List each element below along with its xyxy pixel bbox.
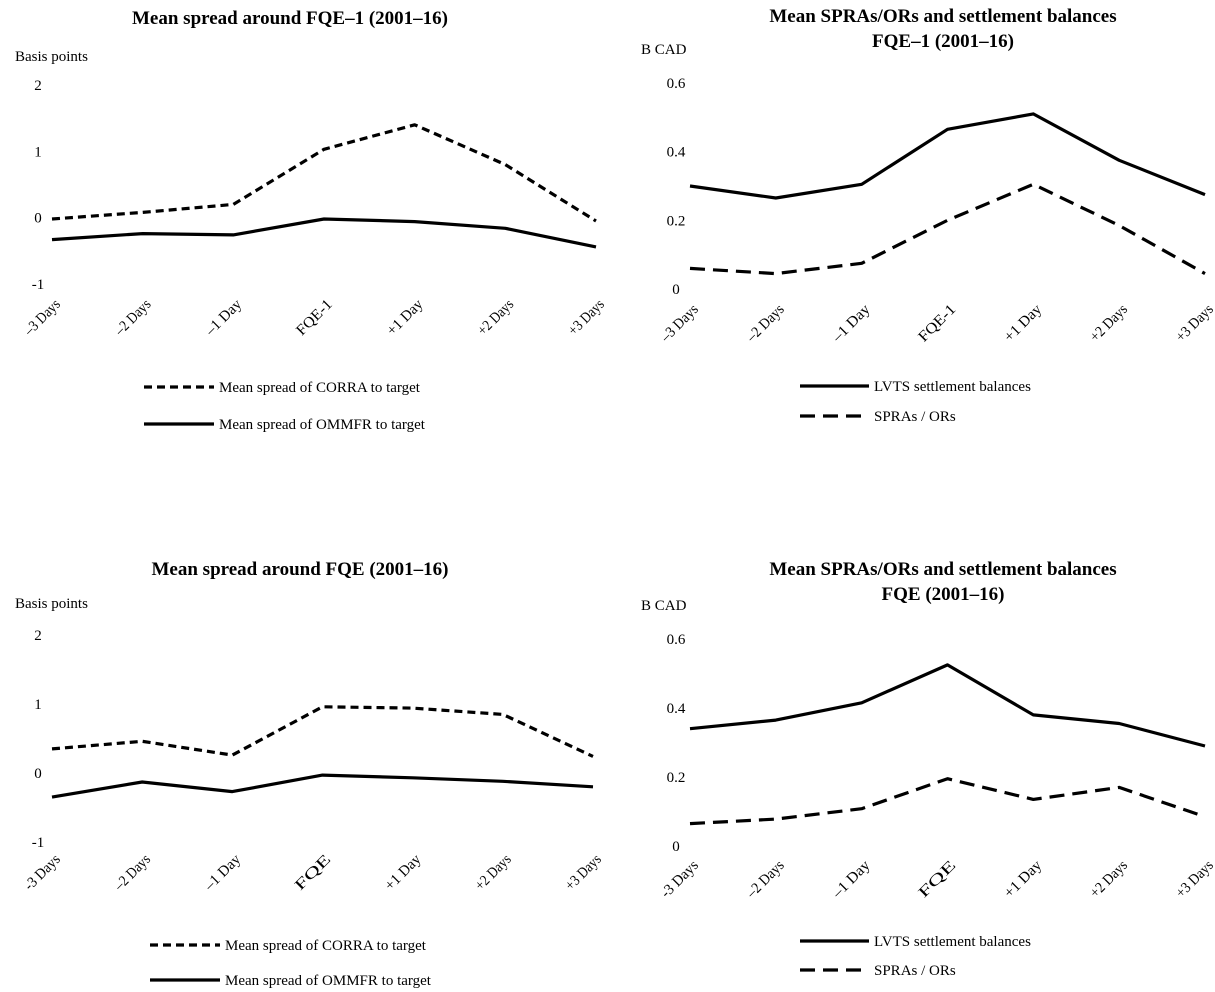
legend-label-1: Mean spread of CORRA to target [219,380,421,396]
x-tick-label: +1 Day [384,296,427,339]
x-tick-label: –1 Day [829,301,874,346]
x-tick-label: +3 Days [1173,857,1215,901]
y-tick-label: 1 [34,144,42,160]
y-tick-label: 0.6 [667,632,686,648]
x-tick-label: +2 Days [1087,857,1131,901]
chart-3: Mean spread around FQE (2001–16) Basis po… [15,559,605,989]
series-line-2 [51,773,594,799]
chart-title: Mean SPRAs/ORs and settlement balances [769,559,1116,580]
series-line-2 [51,217,597,249]
legend-label-2: SPRAs / ORs [874,409,956,425]
x-tick-label: +2 Days [472,851,515,894]
x-tick-label: FQE [292,852,334,894]
x-tick-label: -3 Days [21,851,64,894]
y-tick-label: 0.2 [667,213,686,229]
y-tick-label: 0 [34,211,42,227]
chart-2: Mean SPRAs/ORs and settlement balances FQ… [641,6,1215,425]
x-tick-label: +1 Day [1001,301,1045,345]
chart-1: Mean spread around FQE–1 (2001–16) Basis … [15,8,608,433]
y-axis-label: B CAD [641,598,687,614]
x-tick-label: FQE [915,858,959,902]
y-tick-label: -1 [32,277,45,293]
x-tick-label: –2 Days [743,857,788,902]
x-tick-label: FQE-1 [915,302,959,346]
chart-title: Mean SPRAs/ORs and settlement balances [769,6,1116,27]
x-tick-label: +3 Days [565,296,608,339]
y-tick-label: 0.4 [667,145,686,161]
series-line-1 [51,123,597,223]
legend-label-1: Mean spread of CORRA to target [225,938,427,954]
y-tick-label: 0.6 [667,76,686,92]
series-line-2 [689,777,1206,826]
y-tick-label: 1 [34,697,42,713]
x-tick-label: –2 Days [743,301,788,346]
legend-label-2: Mean spread of OMMFR to target [225,973,432,989]
x-tick-label: –3 Days [657,301,702,346]
y-axis-label: Basis points [15,49,88,65]
x-tick-label: -3 Days [658,857,702,901]
series-line-1 [689,663,1206,748]
chart-title: Mean spread around FQE (2001–16) [152,559,449,580]
x-tick-label: –3 Days [21,296,64,339]
chart-4: Mean SPRAs/ORs and settlement balances FQ… [641,559,1215,979]
x-tick-label: +3 Days [1173,301,1215,345]
x-tick-label: –2 Days [111,851,154,894]
x-tick-label: –1 Day [201,851,244,894]
chart-title: Mean spread around FQE–1 (2001–16) [132,8,448,29]
legend-label-2: SPRAs / ORs [874,963,956,979]
y-tick-label: 0.4 [667,701,686,717]
y-tick-label: 0 [672,839,680,855]
x-tick-label: –2 Days [111,296,154,339]
x-tick-label: +1 Day [382,851,425,894]
x-tick-label: +2 Days [1087,301,1131,345]
y-tick-label: 0 [672,282,680,298]
y-tick-label: -1 [32,835,45,851]
legend-label-1: LVTS settlement balances [874,379,1031,395]
x-tick-label: –1 Day [202,296,245,339]
x-tick-label: –1 Day [829,857,874,902]
legend-label-1: LVTS settlement balances [874,934,1031,950]
series-line-1 [689,112,1206,200]
x-tick-label: +3 Days [562,851,605,894]
y-tick-label: 2 [34,78,42,94]
y-tick-label: 2 [34,628,42,644]
chart-title: FQE–1 (2001–16) [872,31,1014,52]
x-tick-label: +2 Days [475,296,518,339]
y-axis-label: B CAD [641,42,687,58]
series-line-1 [51,705,594,758]
y-axis-label: Basis points [15,596,88,612]
x-tick-label: +1 Day [1001,857,1045,901]
x-tick-label: FQE-1 [293,297,335,339]
legend-label-2: Mean spread of OMMFR to target [219,417,426,433]
chart-title: FQE (2001–16) [882,584,1005,605]
y-tick-label: 0 [34,766,42,782]
y-tick-label: 0.2 [667,770,686,786]
